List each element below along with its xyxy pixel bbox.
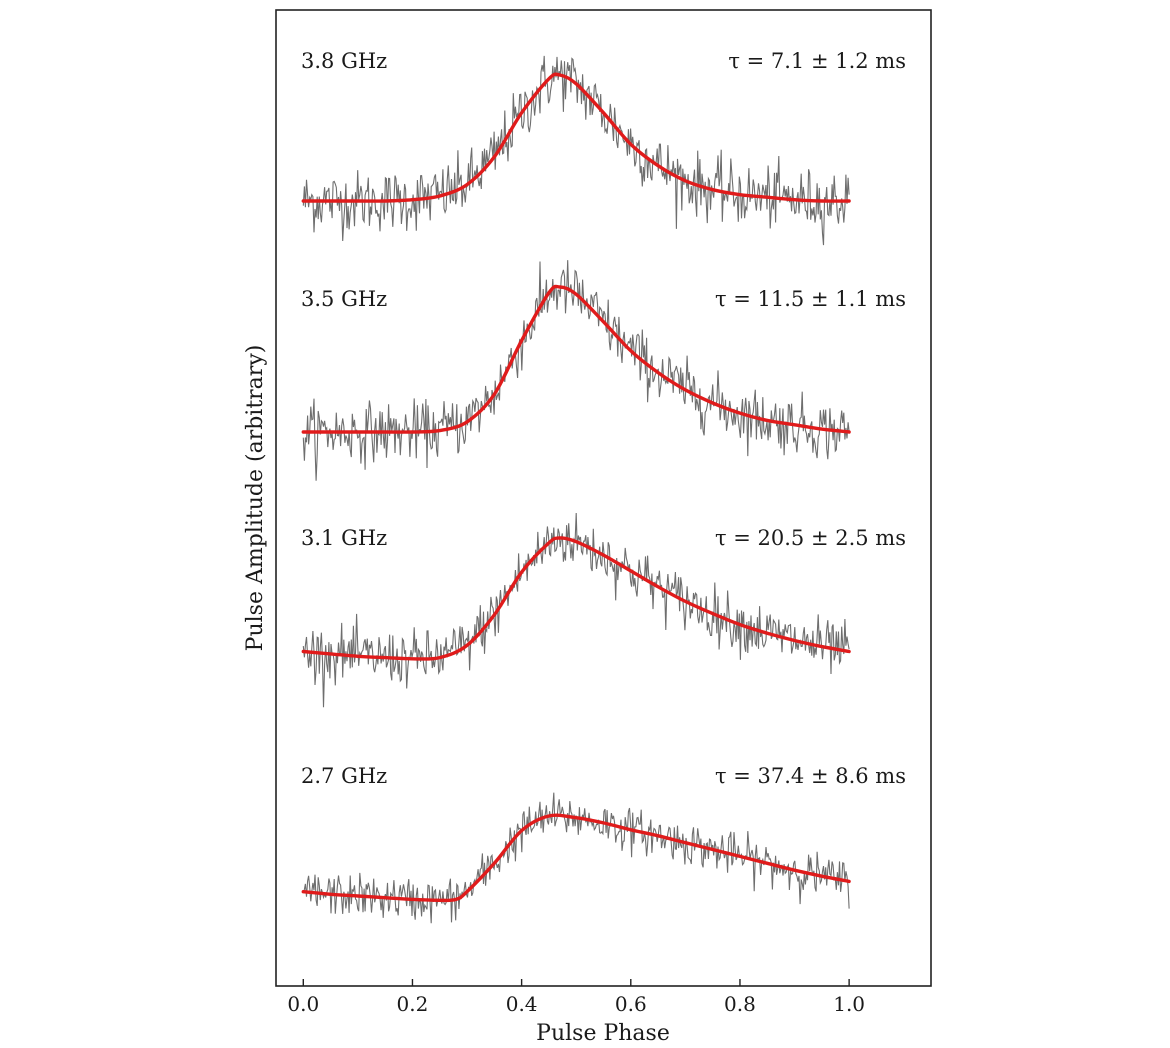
scattering-fit-line <box>301 813 851 903</box>
scattering-time-label: τ = 11.5 ± 1.1 ms <box>715 287 906 311</box>
profile-panel: 3.1 GHz τ = 20.5 ± 2.5 ms <box>301 512 906 708</box>
x-tick-label: 0.8 <box>724 992 756 1016</box>
x-tick-label: 1.0 <box>833 992 865 1016</box>
scattering-fit-line <box>301 284 851 434</box>
x-axis-label: Pulse Phase <box>536 1021 670 1046</box>
y-axis-label: Pulse Amplitude (arbitrary) <box>243 345 268 652</box>
frequency-label: 3.8 GHz <box>301 49 387 73</box>
scattering-time-label: τ = 7.1 ± 1.2 ms <box>728 49 906 73</box>
plot-frame <box>275 9 932 987</box>
profile-panel: 3.8 GHz τ = 7.1 ± 1.2 ms <box>301 49 906 246</box>
scattering-fit-line <box>301 536 851 661</box>
frequency-label: 3.5 GHz <box>301 287 387 311</box>
scattering-fit-line <box>301 72 851 203</box>
x-axis: 0.0 0.2 0.4 0.6 0.8 1.0 <box>287 979 865 1016</box>
profile-data-line <box>302 792 850 924</box>
profile-panel: 3.5 GHz τ = 11.5 ± 1.1 ms <box>301 260 906 481</box>
frequency-label: 3.1 GHz <box>301 526 387 550</box>
x-tick-label: 0.6 <box>615 992 647 1016</box>
x-tick-label: 0.0 <box>287 992 319 1016</box>
frequency-label: 2.7 GHz <box>301 764 387 788</box>
x-tick-label: 0.2 <box>397 992 429 1016</box>
profile-panel: 2.7 GHz τ = 37.4 ± 8.6 ms <box>301 764 906 924</box>
scattering-time-label: τ = 20.5 ± 2.5 ms <box>715 526 906 550</box>
profile-data-line <box>302 55 850 246</box>
panel-group: 3.8 GHz τ = 7.1 ± 1.2 ms 3.5 GHz τ = 11.5 ±… <box>301 49 906 924</box>
x-tick-label: 0.4 <box>506 992 538 1016</box>
profile-data-line <box>302 512 850 708</box>
scattering-time-label: τ = 37.4 ± 8.6 ms <box>715 764 906 788</box>
